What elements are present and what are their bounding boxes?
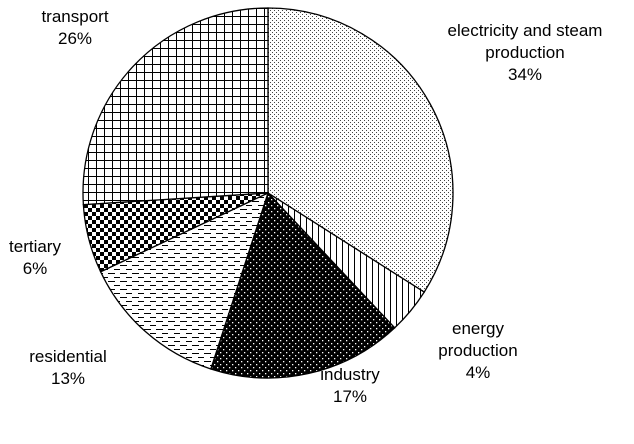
value-label: 6% [22, 259, 48, 278]
slice-label: transport 26% [20, 6, 130, 50]
category-name: electricity and steam production [447, 21, 603, 62]
value-label: 13% [50, 369, 86, 388]
slice-label: tertiary 6% [0, 236, 70, 280]
slice-label: energy production 4% [418, 318, 538, 384]
category-name: residential [29, 347, 107, 366]
value-label: 17% [332, 387, 368, 406]
pie-slice [82, 7, 269, 206]
value-label: 4% [465, 363, 491, 382]
slice-label: electricity and steam production 34% [435, 20, 615, 86]
value-label: 34% [507, 65, 543, 84]
value-label: 26% [57, 29, 93, 48]
slice-label: industry 17% [290, 364, 410, 408]
pie-slice [267, 7, 454, 294]
category-name: industry [320, 365, 380, 384]
pie-slice [99, 191, 270, 370]
category-name: energy production [438, 319, 518, 360]
pie-slice [210, 191, 396, 379]
category-name: tertiary [9, 237, 61, 256]
category-name: transport [41, 7, 109, 26]
slice-label: residential 13% [8, 346, 128, 390]
